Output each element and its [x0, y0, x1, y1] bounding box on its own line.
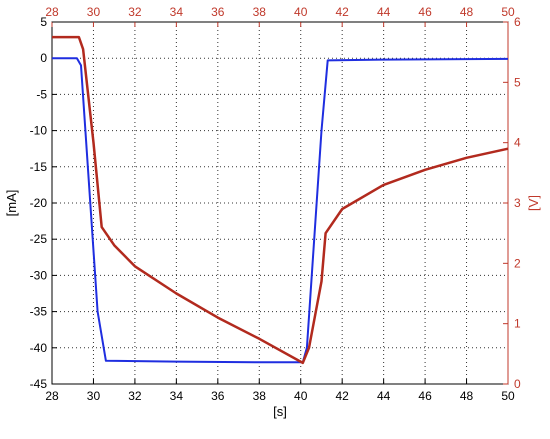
y-axis-label-right: [V] [526, 195, 541, 211]
y-tick-label-right: 0 [514, 377, 521, 391]
y-tick-label-left: 5 [40, 15, 47, 29]
x-tick-label-top: 36 [211, 5, 225, 19]
y-tick-label-left: -45 [30, 377, 48, 391]
x-tick-label-top: 42 [336, 5, 350, 19]
y-tick-label-right: 3 [514, 196, 521, 210]
x-tick-label: 30 [87, 389, 101, 403]
x-tick-label-top: 30 [87, 5, 101, 19]
x-tick-label-top: 46 [418, 5, 432, 19]
x-tick-label: 50 [501, 389, 515, 403]
y-tick-label-left: -15 [30, 160, 48, 174]
y-tick-label-left: -25 [30, 232, 48, 246]
x-tick-label: 46 [418, 389, 432, 403]
x-tick-label-top: 50 [501, 5, 515, 19]
current-series-line [52, 57, 509, 364]
x-tick-label-top: 48 [460, 5, 474, 19]
x-tick-label: 42 [336, 389, 350, 403]
y-tick-label-left: 0 [40, 51, 47, 65]
y-tick-label-right: 5 [514, 75, 521, 89]
voltage-series-line [52, 35, 509, 365]
x-tick-label: 34 [170, 389, 184, 403]
x-tick-label-top: 38 [253, 5, 267, 19]
x-tick-label-top: 34 [170, 5, 184, 19]
x-axis-label: [s] [273, 404, 287, 419]
y-tick-label-left: -5 [36, 87, 47, 101]
x-tick-label: 48 [460, 389, 474, 403]
y-tick-label-left: -20 [30, 196, 48, 210]
y-tick-label-left: -30 [30, 268, 48, 282]
x-tick-label-top: 40 [294, 5, 308, 19]
x-tick-label: 44 [377, 389, 391, 403]
y-tick-label-right: 1 [514, 317, 521, 331]
x-tick-label: 38 [253, 389, 267, 403]
y-tick-label-right: 6 [514, 15, 521, 29]
x-tick-label: 36 [211, 389, 225, 403]
x-tick-label: 28 [45, 389, 59, 403]
y-tick-label-left: -35 [30, 305, 48, 319]
x-tick-label-top: 44 [377, 5, 391, 19]
x-tick-label-top: 32 [128, 5, 142, 19]
y-axis-label-left: [mA] [4, 190, 19, 217]
y-tick-label-left: -10 [30, 124, 48, 138]
y-tick-label-left: -40 [30, 341, 48, 355]
x-tick-label: 32 [128, 389, 142, 403]
x-tick-label-top: 28 [45, 5, 59, 19]
y-tick-label-right: 4 [514, 136, 521, 150]
y-tick-label-right: 2 [514, 256, 521, 270]
x-tick-label: 40 [294, 389, 308, 403]
